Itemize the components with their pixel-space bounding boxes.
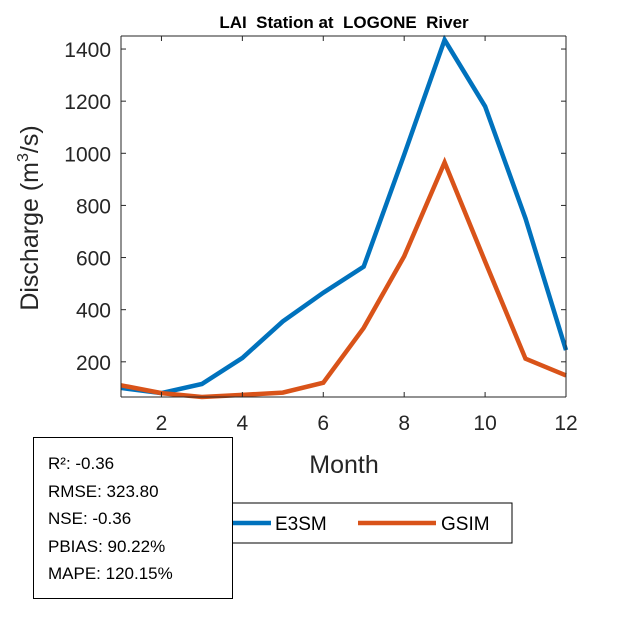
- stat-nse: NSE: -0.36: [48, 509, 132, 528]
- stat-rmse: RMSE: 323.80: [48, 481, 159, 501]
- y-axis-label: Discharge (m3/s): [15, 125, 44, 310]
- legend: E3SM GSIM: [224, 502, 513, 544]
- x-tick-label: 2: [156, 412, 168, 435]
- plot-area: [121, 36, 566, 397]
- x-tick-label: 8: [398, 412, 410, 435]
- y-tick-label: 1000: [64, 143, 111, 166]
- x-axis-label: Month: [309, 451, 378, 479]
- y-tick-label: 200: [76, 352, 111, 375]
- series-line-e3sm: [120, 34, 569, 396]
- y-tick-label: 1400: [64, 39, 111, 62]
- y-axis-label-main: Discharge (m: [16, 162, 44, 311]
- x-tick-label: 4: [237, 412, 249, 435]
- y-tick-label: 800: [76, 195, 111, 218]
- y-tick-label: 400: [76, 300, 111, 323]
- x-tick-label: 6: [317, 412, 329, 435]
- series-layer: [120, 34, 569, 400]
- legend-label-gsim: GSIM: [441, 514, 490, 535]
- stat-r2: R²: -0.36: [48, 454, 115, 473]
- stat-mape: MAPE: 120.15%: [48, 564, 173, 583]
- chart-title: LAI Station at LOGONE River: [219, 13, 469, 32]
- y-tick-label: 1200: [64, 91, 111, 114]
- x-tick-label: 12: [554, 412, 577, 435]
- tick-layer: 2 4 6 8 10 12 200 400 600 800 1000 1200 1400: [64, 36, 578, 435]
- y-axis-label-suffix: /s): [16, 125, 44, 153]
- series-line-gsim: [120, 156, 567, 400]
- stat-pbias: PBIAS: 90.22%: [48, 536, 166, 556]
- x-tick-label: 10: [473, 412, 496, 435]
- legend-label-e3sm: E3SM: [275, 514, 327, 535]
- y-axis-label-superscript: 3: [15, 153, 32, 162]
- y-tick-label: 600: [76, 248, 111, 271]
- stats-box: R²: -0.36 RMSE: 323.80 NSE: -0.36 PBIAS:…: [33, 437, 233, 599]
